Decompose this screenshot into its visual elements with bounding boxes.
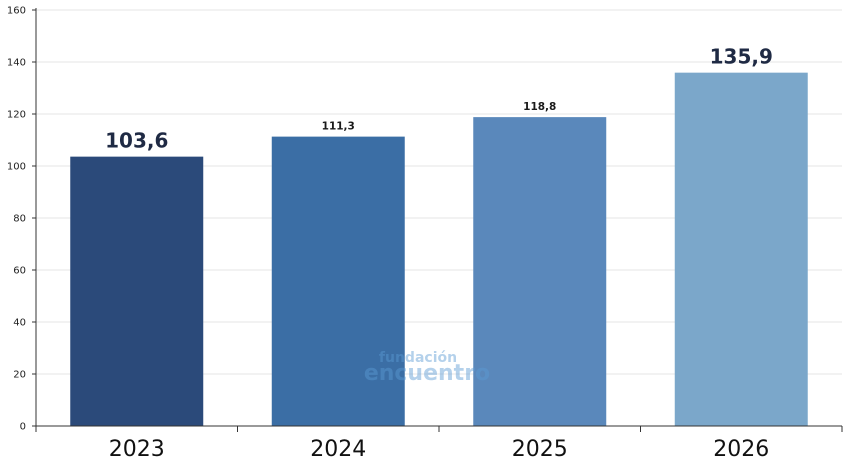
x-tick-label: 2025 bbox=[512, 437, 568, 462]
y-tick-label: 140 bbox=[7, 58, 26, 69]
watermark-line2: encuentro bbox=[364, 361, 490, 386]
y-tick-label: 20 bbox=[13, 370, 26, 381]
watermark-logo: fundación encuentro bbox=[364, 350, 490, 386]
bars bbox=[70, 72, 808, 427]
data-labels: 103,6 111,3 118,8 135,9 bbox=[105, 45, 773, 153]
data-label-2023: 103,6 bbox=[105, 129, 168, 153]
y-tick-label: 0 bbox=[20, 422, 26, 433]
y-tick-label: 60 bbox=[13, 266, 26, 277]
x-tick-label: 2026 bbox=[713, 437, 769, 462]
bar-2024 bbox=[271, 136, 405, 426]
x-axis-ticks: 2023 2024 2025 2026 bbox=[35, 426, 843, 462]
y-tick-label: 100 bbox=[7, 162, 26, 173]
bar-2023 bbox=[70, 156, 204, 426]
y-tick-label: 120 bbox=[7, 110, 26, 121]
x-tick-label: 2024 bbox=[310, 437, 366, 462]
bar-2026 bbox=[674, 72, 808, 426]
bar-2025 bbox=[473, 117, 607, 427]
y-tick-label: 80 bbox=[13, 214, 26, 225]
y-tick-label: 40 bbox=[13, 318, 26, 329]
data-label-2026: 135,9 bbox=[710, 45, 773, 69]
data-label-2024: 111,3 bbox=[322, 121, 355, 133]
y-axis-ticks: 0 20 40 60 80 100 120 140 160 bbox=[7, 6, 36, 433]
x-tick-label: 2023 bbox=[109, 437, 165, 462]
y-tick-label: 160 bbox=[7, 6, 26, 17]
data-label-2025: 118,8 bbox=[523, 101, 556, 113]
watermark-line1: fundación bbox=[379, 350, 457, 366]
